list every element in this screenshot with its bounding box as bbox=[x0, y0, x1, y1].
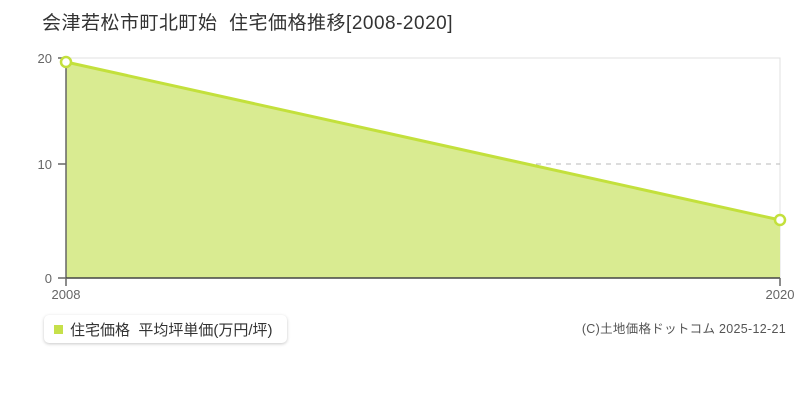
legend-color-swatch-icon bbox=[54, 324, 63, 334]
series-area-fill bbox=[66, 62, 780, 278]
chart-title: 会津若松市町北町始 住宅価格推移[2008-2020] bbox=[42, 13, 453, 34]
y-axis-label-20: 20 bbox=[38, 51, 52, 66]
data-point-2008[interactable] bbox=[59, 55, 73, 69]
x-axis-label-2008: 2008 bbox=[52, 287, 81, 302]
series-line bbox=[65, 60, 781, 222]
chart-legend[interactable]: 住宅価格 平均坪単価(万円/坪) bbox=[44, 315, 287, 343]
legend-series-label: 住宅価格 平均坪単価(万円/坪) bbox=[70, 321, 273, 339]
y-axis-label-0: 0 bbox=[45, 271, 52, 286]
data-point-2020[interactable] bbox=[773, 213, 787, 227]
y-axis-label-10: 10 bbox=[38, 157, 52, 172]
x-axis-label-2020: 2020 bbox=[766, 287, 795, 302]
copyright-credit: (C)土地価格ドットコム 2025-12-21 bbox=[581, 322, 786, 336]
